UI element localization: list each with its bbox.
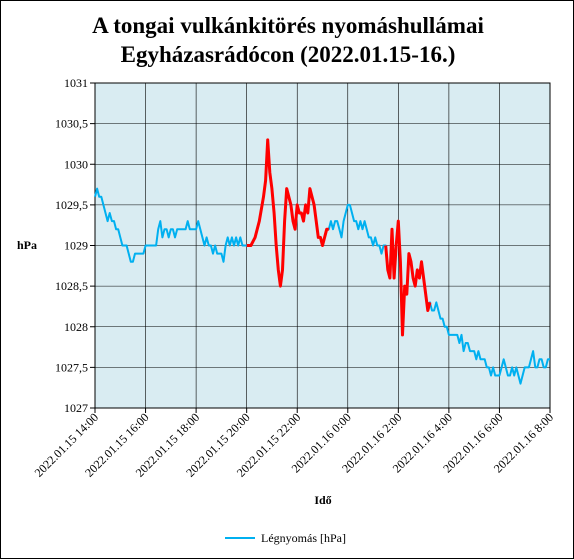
y-tick-label: 1027 (64, 401, 88, 415)
chart-title-line1: A tongai vulkánkitörés nyomáshullámai (92, 13, 484, 38)
y-tick-label: 1031 (64, 76, 88, 90)
y-tick-label: 1028,5 (55, 279, 88, 293)
series-layer (94, 138, 550, 385)
y-tick-label: 1030 (64, 157, 88, 171)
legend-label: Légnyomás [hPa] (261, 531, 346, 545)
series-highlight-segment (246, 138, 329, 288)
y-tick-label: 1029,5 (55, 198, 88, 212)
series-highlight-segment (384, 219, 432, 337)
legend: Légnyomás [hPa] (225, 531, 346, 545)
y-tick-label: 1029 (64, 239, 88, 253)
y-tick-label: 1028 (64, 320, 88, 334)
x-axis-label: Idő (314, 493, 331, 507)
y-axis-label: hPa (17, 238, 37, 252)
y-tick-label: 1030,5 (55, 117, 88, 131)
y-tick-label: 1027,5 (55, 360, 88, 374)
y-axis-ticks: 1027 1027,5 1028 1028,5 1029 1029,5 1030 1030,5… (55, 76, 95, 415)
chart-title-line2: Egyházasrádócon (2022.01.15-16.) (121, 42, 456, 67)
